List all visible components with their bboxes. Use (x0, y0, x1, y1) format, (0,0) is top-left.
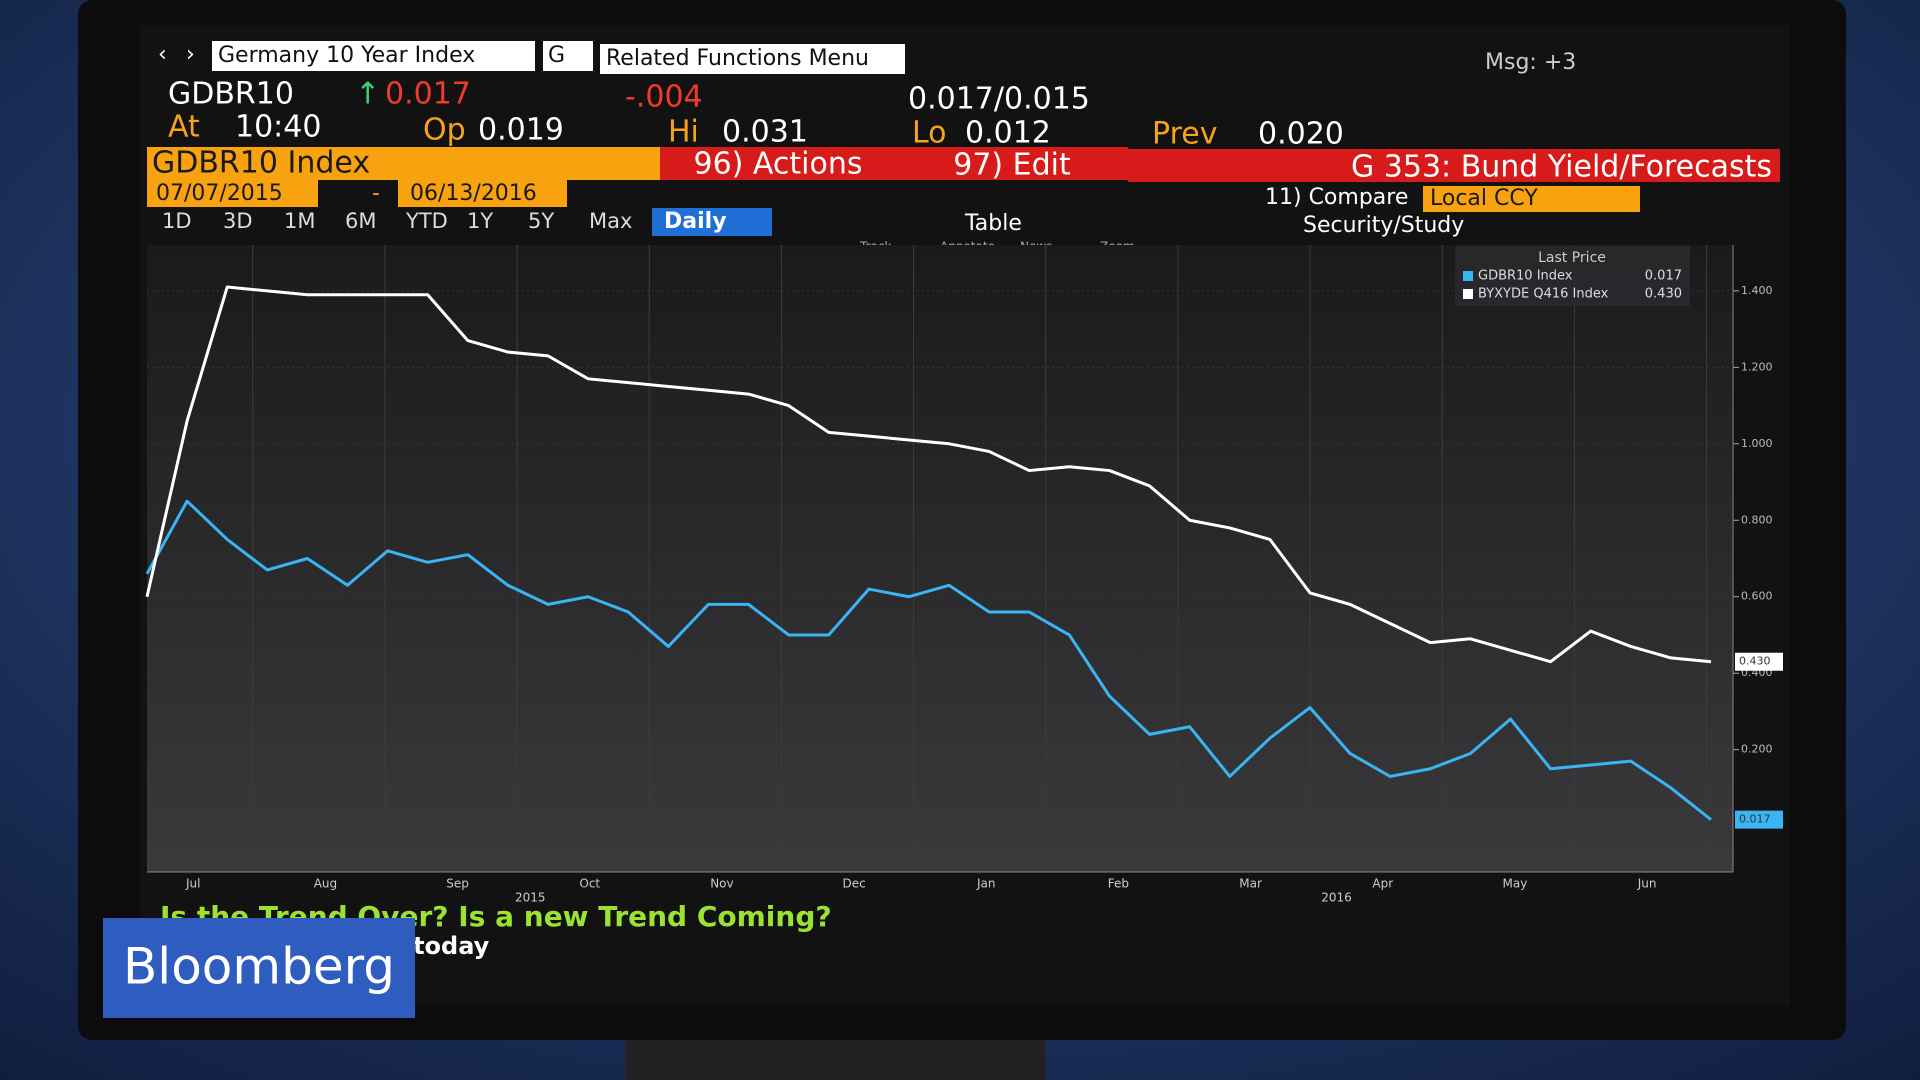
y-tick-label: 1.000 (1741, 437, 1773, 450)
page-title: G 353: Bund Yield/Forecasts (1351, 150, 1772, 185)
up-arrow: ↑ (355, 77, 380, 112)
high: 0.031 (722, 115, 808, 150)
series-line (145, 499, 1712, 821)
open-label: Op (423, 113, 466, 148)
date-separator: - (372, 181, 380, 206)
year-label: 2015 (515, 891, 546, 905)
frequency-box[interactable] (652, 208, 772, 236)
x-tick-label: Sep (446, 877, 469, 891)
legend-swatch (1463, 271, 1473, 281)
study[interactable]: Security/Study (1303, 213, 1464, 238)
legend-entry: BYXYDE Q416 Index (1478, 287, 1609, 302)
source-box[interactable] (543, 41, 593, 71)
messages[interactable]: Msg: +3 (1485, 50, 1576, 75)
series-line (145, 285, 1712, 664)
period-button[interactable]: 1D (162, 209, 192, 233)
security-bar (147, 147, 660, 180)
y-tick-label: 1.400 (1741, 284, 1773, 297)
currency-box[interactable] (1423, 186, 1640, 212)
function-security: GDBR10 Index (152, 146, 370, 181)
legend-box (1455, 246, 1690, 306)
legend-value: 0.017 (1645, 269, 1682, 284)
time: 10:40 (235, 110, 321, 145)
menu: Related Functions Menu (606, 46, 869, 71)
period-button[interactable]: YTD (405, 209, 448, 233)
high-label: Hi (668, 115, 699, 150)
change: -.004 (625, 80, 703, 115)
period-button[interactable]: 1M (284, 209, 315, 233)
legend-title: Last Price (1538, 250, 1606, 266)
x-tick-label: Jun (1637, 877, 1657, 891)
last-value-tag (1735, 652, 1783, 671)
x-tick-label: Aug (314, 877, 337, 891)
bid-ask: 0.017/0.015 (908, 82, 1090, 117)
end-date: 06/13/2016 (410, 181, 537, 206)
forward-button[interactable]: › (186, 42, 195, 67)
start-date: 07/07/2015 (156, 181, 283, 206)
start-date-box[interactable] (147, 180, 318, 207)
security-box[interactable] (212, 41, 535, 71)
chart: Jul Aug Sep Oct Nov Dec Jan Feb Mar Apr May Jun 2015… (145, 245, 1783, 905)
source: G (548, 43, 565, 68)
table[interactable]: Table (964, 211, 1022, 236)
low-label: Lo (912, 116, 947, 151)
legend-entry: GDBR10 Index (1478, 269, 1573, 284)
legend-swatch (1463, 289, 1473, 299)
x-tick-label: Apr (1372, 877, 1393, 891)
period-button[interactable]: Max (589, 209, 632, 233)
x-tick-label: Jul (185, 877, 200, 891)
back-button[interactable]: ‹ (158, 42, 167, 67)
last-value-label: 0.430 (1739, 655, 1771, 668)
x-tick-label: Oct (579, 877, 600, 891)
y-tick-label: 0.600 (1741, 590, 1773, 603)
ticker: GDBR10 (168, 77, 294, 112)
last-value-tag (1735, 810, 1783, 829)
x-tick-label: Jan (976, 877, 996, 891)
x-tick-label: Dec (842, 877, 865, 891)
x-tick-label: Mar (1239, 877, 1262, 891)
prev: 0.020 (1258, 117, 1344, 152)
year-label: 2016 (1321, 891, 1352, 905)
edit-button[interactable] (895, 147, 1128, 180)
actions-button[interactable] (660, 147, 895, 180)
period-button[interactable]: 6M (345, 209, 376, 233)
page-bar (1128, 149, 1780, 182)
actions: 96) Actions (694, 147, 863, 182)
last-value-label: 0.017 (1739, 813, 1771, 826)
frequency: Daily (664, 209, 727, 234)
y-tick-label: 1.200 (1741, 360, 1773, 373)
compare[interactable]: 11) Compare (1265, 185, 1408, 210)
x-tick-label: Feb (1108, 877, 1129, 891)
period-button[interactable]: 1Y (467, 209, 493, 233)
currency: Local CCY (1430, 186, 1538, 211)
edit: 97) Edit (953, 148, 1071, 183)
period-buttons: 1D 3D 1M 6M YTD 1Y 5Y Max (162, 209, 632, 233)
y-tick-label: 0.800 (1741, 513, 1773, 526)
open: 0.019 (478, 113, 564, 148)
period-button[interactable]: 5Y (528, 209, 554, 233)
monitor-stand (625, 1040, 1045, 1080)
x-tick-label: Nov (710, 877, 733, 891)
low: 0.012 (965, 116, 1051, 151)
menu-box[interactable] (600, 44, 905, 74)
logo-box (103, 918, 415, 1018)
prev-label: Prev (1152, 117, 1217, 152)
legend-value: 0.430 (1645, 287, 1682, 302)
end-date-box[interactable] (398, 180, 567, 207)
period-button[interactable]: 3D (223, 209, 253, 233)
y-tick-label: 0.200 (1741, 743, 1773, 756)
security-name: Germany 10 Year Index (218, 43, 475, 68)
time-label: At (168, 110, 200, 145)
x-tick-label: May (1503, 877, 1528, 891)
logo: Bloomberg (123, 938, 395, 996)
last: 0.017 (385, 77, 471, 112)
